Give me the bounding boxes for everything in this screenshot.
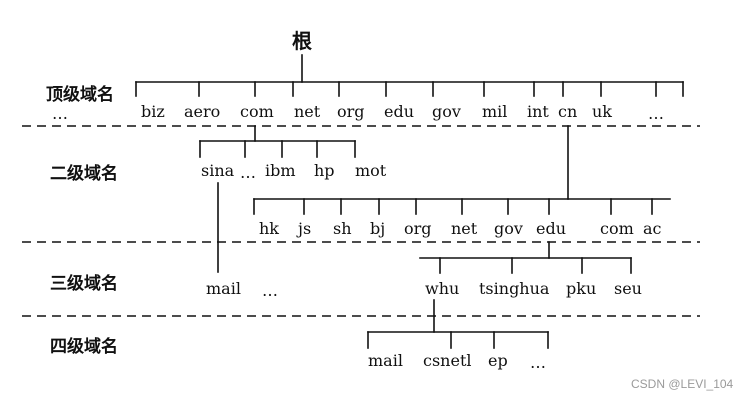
node-cn-net: net (451, 219, 478, 238)
node-csnetl: csnetl (423, 351, 472, 370)
node-tsinghua: tsinghua (479, 279, 550, 298)
level-label-top: 顶级域名 (46, 85, 114, 105)
node-gov: gov (432, 102, 461, 121)
node-mil: mil (482, 102, 508, 121)
node-more: … (648, 104, 664, 123)
node-hp: hp (314, 161, 335, 180)
node-cn-org: org (404, 219, 432, 238)
node-sina-ellipsis: … (262, 281, 278, 300)
node-sh: sh (333, 219, 352, 238)
node-ibm: ibm (265, 161, 296, 180)
node-whu: whu (425, 279, 460, 298)
node-int: int (527, 102, 549, 121)
node-seu: seu (614, 279, 642, 298)
node-ep: ep (488, 351, 508, 370)
node-aero: aero (184, 102, 221, 121)
node-whu-more: … (530, 353, 546, 372)
root-label: 根 (292, 29, 312, 53)
node-whu-mail: mail (368, 351, 403, 370)
node-com: com (240, 102, 274, 121)
node-pku: pku (566, 279, 597, 298)
node-cn-gov: gov (494, 219, 523, 238)
watermark: CSDN @LEVI_104 (631, 377, 734, 391)
top-level-ellipsis-left: … (52, 104, 68, 123)
level-label-third: 三级域名 (50, 274, 118, 294)
node-cn-com: com (600, 219, 634, 238)
node-net: net (294, 102, 321, 121)
node-sina: sina (201, 161, 235, 180)
node-cn-edu: edu (536, 219, 567, 238)
node-ac: ac (643, 219, 662, 238)
node-mot: mot (355, 161, 387, 180)
node-uk: uk (592, 102, 612, 121)
node-bj: bj (370, 219, 386, 238)
node-org: org (337, 102, 365, 121)
node-com-ellipsis: … (240, 163, 256, 182)
node-sina-mail: mail (206, 279, 241, 298)
node-biz: biz (141, 102, 165, 121)
node-cn: cn (558, 102, 578, 121)
node-js: js (298, 219, 312, 238)
level-label-second: 二级域名 (50, 164, 118, 184)
level-label-fourth: 四级域名 (50, 337, 118, 357)
node-edu: edu (384, 102, 415, 121)
node-hk: hk (259, 219, 279, 238)
